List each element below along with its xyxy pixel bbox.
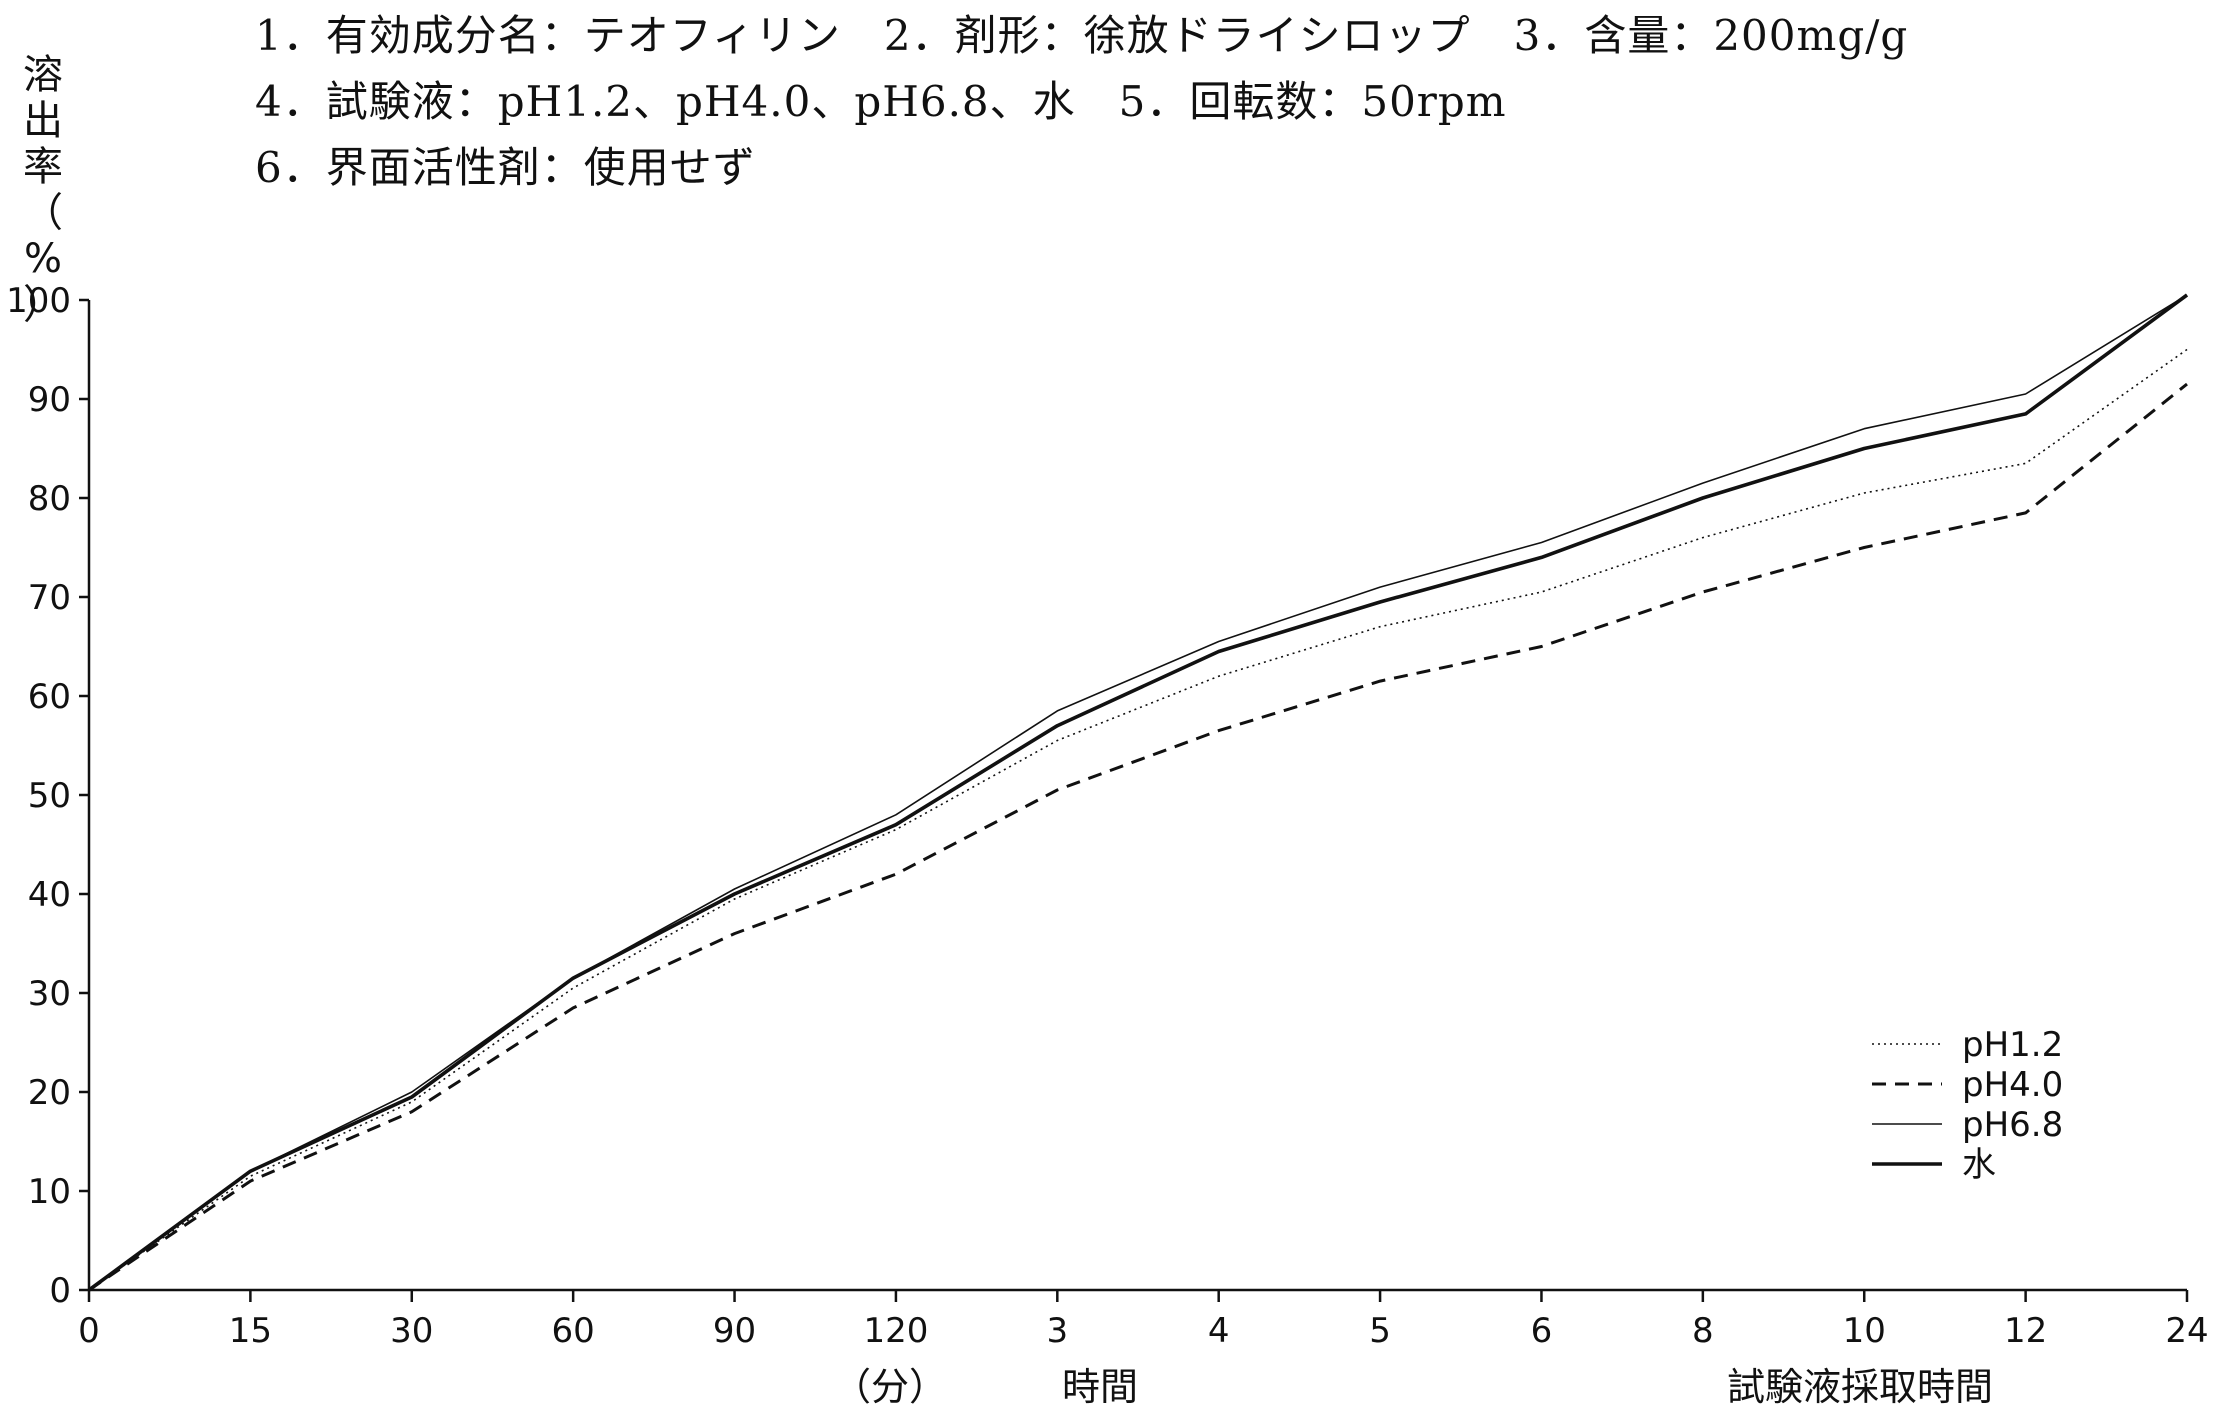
- y-tick-label: 10: [28, 1172, 71, 1212]
- x-axis-label-minutes: （分）: [833, 1365, 947, 1409]
- y-axis-ticks: 0 10 20 30 40 50 60 70 80 90 100: [6, 281, 89, 1311]
- x-tick-label: 12: [2004, 1311, 2047, 1351]
- y-axis-label-char: （: [23, 190, 63, 236]
- x-tick-label: 30: [390, 1311, 433, 1351]
- x-tick-label: 15: [229, 1311, 272, 1351]
- x-axis-label-sampling-time: 試験液採取時間: [1727, 1365, 1993, 1409]
- y-tick-label: 100: [6, 281, 71, 321]
- series-line-pH4.0: [88, 382, 2188, 1292]
- series-line-水: [87, 293, 2189, 1292]
- series-lines: [87, 293, 2189, 1292]
- y-tick-label: 30: [28, 974, 71, 1014]
- y-axis-label: 溶 出 率 （ % ）: [18, 52, 68, 328]
- x-tick-label: 4: [1208, 1311, 1230, 1351]
- y-tick-label: 20: [28, 1073, 71, 1113]
- y-axis-label-char: 率: [23, 144, 63, 190]
- x-tick-label: 6: [1531, 1311, 1553, 1351]
- y-tick-label: 90: [28, 380, 71, 420]
- series-line-pH1.2: [88, 348, 2188, 1291]
- y-axis-label-char: 溶: [23, 52, 63, 98]
- x-tick-label: 90: [713, 1311, 756, 1351]
- y-tick-label: 50: [28, 776, 71, 816]
- x-tick-label: 10: [1843, 1311, 1886, 1351]
- x-axis-ticks: 0 15 30 60 90 120 3 4 5 6 8 10 12 24: [78, 1290, 2209, 1351]
- y-axis-label-char: 出: [23, 98, 63, 144]
- legend-label: pH4.0: [1962, 1065, 2063, 1105]
- y-tick-label: 0: [49, 1271, 71, 1311]
- y-tick-label: 60: [28, 677, 71, 717]
- legend-label: pH1.2: [1962, 1025, 2063, 1065]
- chart-header-line-2: 4．試験液：pH1.2、pH4.0、pH6.8、水 5．回転数：50rpm: [255, 77, 1507, 126]
- legend-label: 水: [1962, 1145, 1996, 1185]
- x-tick-label: 24: [2165, 1311, 2208, 1351]
- x-tick-label: 120: [863, 1311, 928, 1351]
- x-tick-label: 8: [1692, 1311, 1714, 1351]
- series-line-pH6.8: [88, 294, 2188, 1291]
- x-tick-label: 0: [78, 1311, 100, 1351]
- y-tick-label: 80: [28, 479, 71, 519]
- chart-header-line-3: 6．界面活性剤：使用せず: [255, 143, 756, 192]
- x-axis-label-hours: 時間: [1062, 1365, 1138, 1409]
- y-tick-label: 40: [28, 875, 71, 915]
- x-tick-label: 5: [1369, 1311, 1391, 1351]
- y-tick-label: 70: [28, 578, 71, 618]
- y-axis-label-char: ）: [23, 282, 63, 328]
- y-axis-label-char: %: [23, 236, 62, 282]
- x-tick-label: 3: [1046, 1311, 1068, 1351]
- legend-label: pH6.8: [1962, 1105, 2063, 1145]
- x-tick-label: 60: [552, 1311, 595, 1351]
- chart-header-line-1: 1．有効成分名：テオフィリン 2．剤形：徐放ドライシロップ 3．含量：200mg…: [255, 11, 1909, 60]
